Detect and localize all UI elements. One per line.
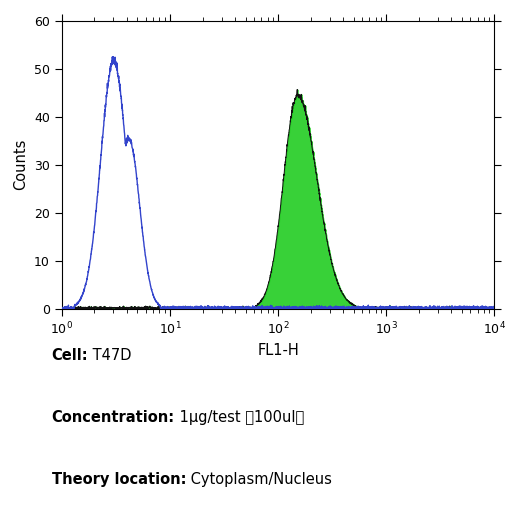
Text: Theory location:: Theory location:: [52, 472, 186, 487]
Y-axis label: Counts: Counts: [13, 139, 28, 191]
Text: 1μg/test （100ul）: 1μg/test （100ul）: [175, 410, 304, 425]
Text: T47D: T47D: [88, 349, 132, 364]
Text: Cell:: Cell:: [52, 349, 88, 364]
X-axis label: FL1-H: FL1-H: [257, 343, 299, 358]
Text: Cytoplasm/Nucleus: Cytoplasm/Nucleus: [186, 472, 332, 487]
Text: Concentration:: Concentration:: [52, 410, 175, 425]
